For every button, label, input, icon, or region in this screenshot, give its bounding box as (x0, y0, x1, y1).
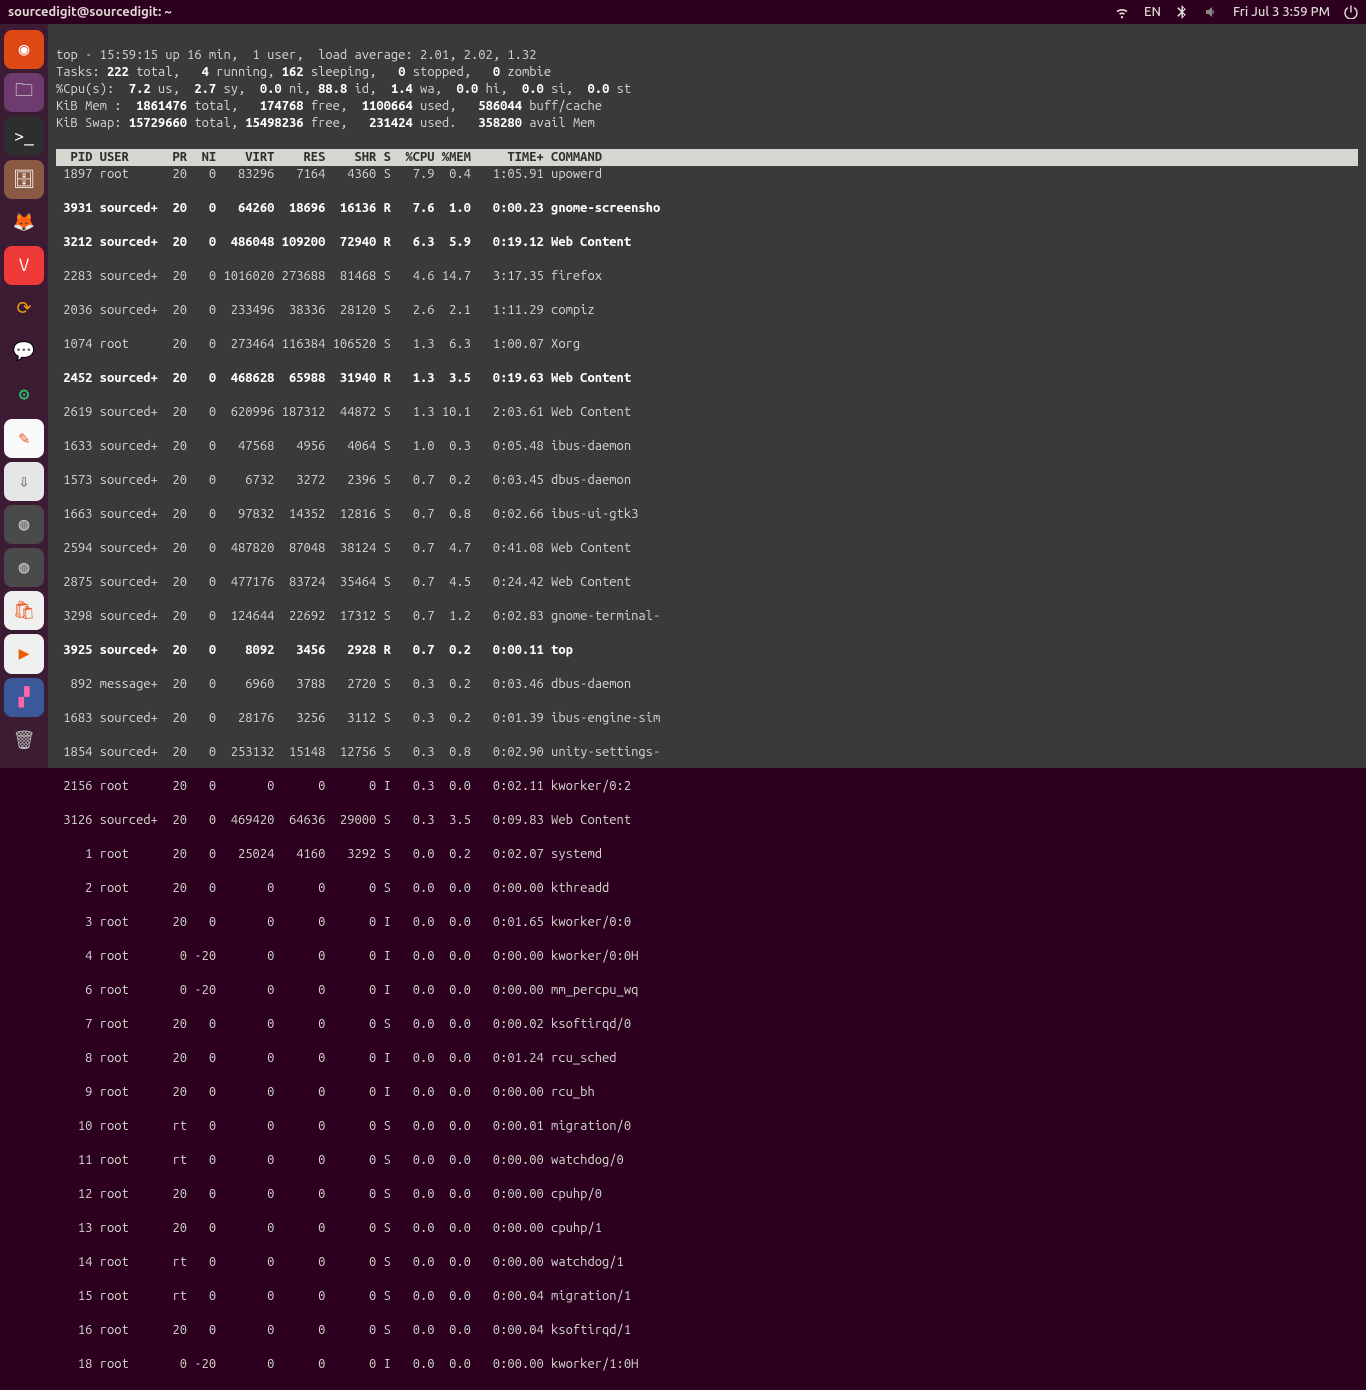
process-row: 11 root rt 0 0 0 0 S 0.0 0.0 0:00.00 wat… (56, 1152, 1358, 1169)
process-row: 2283 sourced+ 20 0 1016020 273688 81468 … (56, 268, 1358, 285)
process-row: 12 root 20 0 0 0 0 S 0.0 0.0 0:00.00 cpu… (56, 1186, 1358, 1203)
launcher-vlc[interactable]: ▶ (4, 634, 44, 673)
process-row: 1683 sourced+ 20 0 28176 3256 3112 S 0.3… (56, 710, 1358, 727)
launcher-sync[interactable]: ⟳ (4, 289, 44, 328)
process-row: 10 root rt 0 0 0 0 S 0.0 0.0 0:00.01 mig… (56, 1118, 1358, 1135)
topbar: sourcedigit@sourcedigit: ~ EN Fri Jul 3 … (0, 0, 1366, 24)
top-summary-cpu: %Cpu(s): 7.2 us, 2.7 sy, 0.0 ni, 88.8 id… (56, 82, 631, 96)
process-row: 9 root 20 0 0 0 0 I 0.0 0.0 0:00.00 rcu_… (56, 1084, 1358, 1101)
process-row: 2594 sourced+ 20 0 487820 87048 38124 S … (56, 540, 1358, 557)
process-row: 2875 sourced+ 20 0 477176 83724 35464 S … (56, 574, 1358, 591)
process-row: 1074 root 20 0 273464 116384 106520 S 1.… (56, 336, 1358, 353)
launcher-trash[interactable]: 🗑 (4, 721, 44, 760)
launcher-usb[interactable]: ⇩ (4, 462, 44, 501)
terminal[interactable]: top - 15:59:15 up 16 min, 1 user, load a… (48, 24, 1366, 768)
process-row: 2156 root 20 0 0 0 0 I 0.3 0.0 0:02.11 k… (56, 778, 1358, 795)
clock[interactable]: Fri Jul 3 3:59 PM (1233, 5, 1330, 19)
process-row: 7 root 20 0 0 0 0 S 0.0 0.0 0:00.02 ksof… (56, 1016, 1358, 1033)
process-row: 1897 root 20 0 83296 7164 4360 S 7.9 0.4… (56, 166, 1358, 183)
power-icon[interactable] (1344, 5, 1358, 19)
process-row: 3212 sourced+ 20 0 486048 109200 72940 R… (56, 234, 1358, 251)
bluetooth-icon[interactable] (1175, 5, 1189, 19)
process-row: 6 root 0 -20 0 0 0 I 0.0 0.0 0:00.00 mm_… (56, 982, 1358, 999)
process-row: 2619 sourced+ 20 0 620996 187312 44872 S… (56, 404, 1358, 421)
process-row: 3126 sourced+ 20 0 469420 64636 29000 S … (56, 812, 1358, 829)
process-row: 2036 sourced+ 20 0 233496 38336 28120 S … (56, 302, 1358, 319)
process-row: 2452 sourced+ 20 0 468628 65988 31940 R … (56, 370, 1358, 387)
launcher-files[interactable]: 🗀 (4, 73, 44, 112)
launcher-wallpaper[interactable]: ▞ (4, 678, 44, 717)
process-row: 1633 sourced+ 20 0 47568 4956 4064 S 1.0… (56, 438, 1358, 455)
launcher-vivaldi[interactable]: V (4, 246, 44, 285)
process-row: 1663 sourced+ 20 0 97832 14352 12816 S 0… (56, 506, 1358, 523)
process-row: 13 root 20 0 0 0 0 S 0.0 0.0 0:00.00 cpu… (56, 1220, 1358, 1237)
launcher-firefox[interactable]: 🦊 (4, 203, 44, 242)
system-tray: EN Fri Jul 3 3:59 PM (1114, 4, 1358, 20)
launcher-software[interactable]: 🛍 (4, 591, 44, 630)
language-indicator[interactable]: EN (1144, 5, 1161, 19)
launcher-settings[interactable]: ⚙ (4, 375, 44, 414)
process-row: 1854 sourced+ 20 0 253132 15148 12756 S … (56, 744, 1358, 761)
launcher-disk2[interactable]: ◍ (4, 548, 44, 587)
process-row: 16 root 20 0 0 0 0 S 0.0 0.0 0:00.04 kso… (56, 1322, 1358, 1339)
process-table-header: PID USER PR NI VIRT RES SHR S %CPU %MEM … (56, 149, 1358, 166)
window-title: sourcedigit@sourcedigit: ~ (8, 5, 172, 19)
launcher-nautilus[interactable]: 🗄 (4, 160, 44, 199)
process-row: 3 root 20 0 0 0 0 I 0.0 0.0 0:01.65 kwor… (56, 914, 1358, 931)
launcher: ◉ 🗀 >_ 🗄 🦊 V ⟳ 💬 ⚙ ✎ ⇩ ◍ ◍ 🛍 ▶ ▞ 🗑 (0, 24, 48, 768)
process-table-body: 1897 root 20 0 83296 7164 4360 S 7.9 0.4… (56, 166, 1358, 1390)
process-row: 4 root 0 -20 0 0 0 I 0.0 0.0 0:00.00 kwo… (56, 948, 1358, 965)
process-row: 1573 sourced+ 20 0 6732 3272 2396 S 0.7 … (56, 472, 1358, 489)
blank-line (56, 133, 63, 147)
process-row: 15 root rt 0 0 0 0 S 0.0 0.0 0:00.04 mig… (56, 1288, 1358, 1305)
launcher-terminal[interactable]: >_ (4, 116, 44, 155)
process-row: 8 root 20 0 0 0 0 I 0.0 0.0 0:01.24 rcu_… (56, 1050, 1358, 1067)
wifi-icon[interactable] (1114, 4, 1130, 20)
launcher-editor[interactable]: ✎ (4, 419, 44, 458)
top-summary-swap: KiB Swap: 15729660 total, 15498236 free,… (56, 116, 595, 130)
process-row: 2 root 20 0 0 0 0 S 0.0 0.0 0:00.00 kthr… (56, 880, 1358, 897)
top-summary-tasks: Tasks: 222 total, 4 running, 162 sleepin… (56, 65, 551, 79)
top-summary-mem: KiB Mem : 1861476 total, 174768 free, 11… (56, 99, 602, 113)
volume-icon[interactable] (1203, 4, 1219, 20)
launcher-chat[interactable]: 💬 (4, 332, 44, 371)
process-row: 18 root 0 -20 0 0 0 I 0.0 0.0 0:00.00 kw… (56, 1356, 1358, 1373)
process-row: 14 root rt 0 0 0 0 S 0.0 0.0 0:00.00 wat… (56, 1254, 1358, 1271)
process-row: 3298 sourced+ 20 0 124644 22692 17312 S … (56, 608, 1358, 625)
process-row: 3925 sourced+ 20 0 8092 3456 2928 R 0.7 … (56, 642, 1358, 659)
launcher-ubuntu-logo[interactable]: ◉ (4, 30, 44, 69)
process-row: 3931 sourced+ 20 0 64260 18696 16136 R 7… (56, 200, 1358, 217)
process-row: 1 root 20 0 25024 4160 3292 S 0.0 0.2 0:… (56, 846, 1358, 863)
process-row: 892 message+ 20 0 6960 3788 2720 S 0.3 0… (56, 676, 1358, 693)
launcher-disk1[interactable]: ◍ (4, 505, 44, 544)
top-summary-line1: top - 15:59:15 up 16 min, 1 user, load a… (56, 48, 536, 62)
